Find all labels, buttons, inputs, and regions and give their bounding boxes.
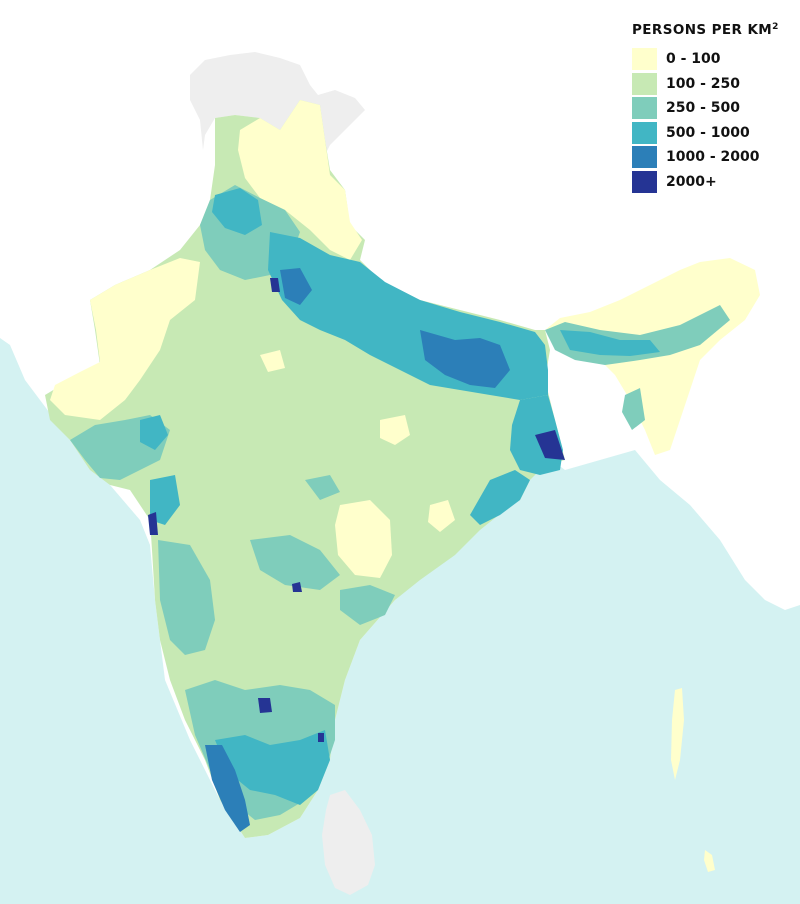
region-kolkata	[535, 430, 565, 460]
region-gujarat-high	[140, 415, 168, 450]
legend-item: 2000+	[632, 170, 800, 195]
legend-label: 2000+	[666, 173, 717, 190]
region-punjab-high	[212, 188, 262, 235]
legend-swatch	[632, 170, 657, 193]
region-kerala	[205, 745, 250, 832]
region-central-light-2	[380, 415, 410, 445]
region-mumbai-belt	[150, 475, 180, 525]
region-rajasthan-west	[50, 258, 200, 420]
legend-swatch	[632, 121, 657, 144]
legend-swatch	[632, 97, 657, 120]
region-central-light-4	[260, 350, 285, 372]
region-assam-high	[560, 330, 660, 356]
legend-swatch	[632, 72, 657, 95]
legend-label: 1000 - 2000	[666, 149, 760, 166]
region-central-med-2	[305, 475, 340, 500]
region-bengaluru	[258, 698, 272, 713]
legend-item: 1000 - 2000	[632, 145, 800, 170]
region-himalaya-north	[238, 100, 362, 260]
region-chennai	[318, 733, 324, 742]
legend-item: 0 - 100	[632, 47, 800, 72]
legend-label: 100 - 250	[666, 75, 741, 92]
region-central-med-1	[250, 535, 340, 590]
region-nicobar	[704, 850, 715, 872]
region-tripura	[622, 388, 645, 430]
region-tamilnadu-high	[215, 730, 330, 805]
region-bihar-dense	[420, 330, 510, 388]
region-mumbai	[148, 512, 158, 535]
legend-item: 250 - 500	[632, 96, 800, 121]
legend-label: 250 - 500	[666, 100, 741, 117]
region-delhi	[270, 278, 280, 292]
legend: PERSONS PER KM2 0 - 100 100 - 250 250 - 50…	[632, 22, 800, 194]
legend-list: 0 - 100 100 - 250 250 - 500 500 - 1000 1000 …	[632, 47, 800, 194]
legend-item: 100 - 250	[632, 72, 800, 97]
legend-label: 0 - 100	[666, 51, 721, 68]
legend-label: 500 - 1000	[666, 124, 750, 141]
legend-title-superscript: 2	[772, 22, 779, 32]
legend-item: 500 - 1000	[632, 121, 800, 146]
region-western-ghats	[158, 540, 215, 655]
legend-title-text: PERSONS PER KM	[632, 22, 773, 38]
region-up-dense	[280, 268, 312, 305]
region-central-light-3	[428, 500, 455, 532]
region-andaman	[671, 688, 684, 780]
legend-swatch	[632, 146, 657, 169]
legend-title: PERSONS PER KM2	[632, 22, 800, 38]
region-hyderabad	[292, 582, 302, 592]
region-central-light-1	[335, 500, 392, 578]
legend-swatch	[632, 48, 657, 71]
region-odisha-coast	[470, 470, 530, 525]
region-andhra-coast	[340, 585, 395, 625]
sea	[0, 338, 800, 904]
region-sri-lanka	[322, 790, 375, 895]
